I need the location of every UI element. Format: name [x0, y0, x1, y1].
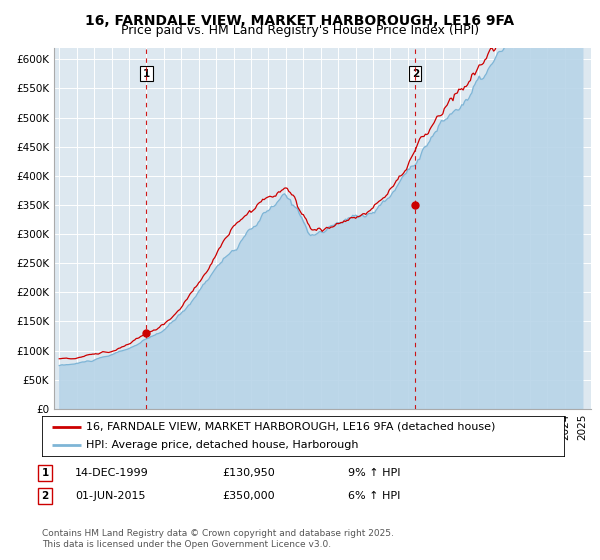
Text: £350,000: £350,000 — [222, 491, 275, 501]
Text: 01-JUN-2015: 01-JUN-2015 — [75, 491, 146, 501]
Text: 16, FARNDALE VIEW, MARKET HARBOROUGH, LE16 9FA: 16, FARNDALE VIEW, MARKET HARBOROUGH, LE… — [85, 14, 515, 28]
Text: HPI: Average price, detached house, Harborough: HPI: Average price, detached house, Harb… — [86, 440, 359, 450]
Text: 1: 1 — [41, 468, 49, 478]
Text: 2: 2 — [412, 69, 419, 79]
Text: 9% ↑ HPI: 9% ↑ HPI — [348, 468, 401, 478]
Text: 14-DEC-1999: 14-DEC-1999 — [75, 468, 149, 478]
Text: 1: 1 — [143, 69, 150, 79]
Text: Contains HM Land Registry data © Crown copyright and database right 2025.
This d: Contains HM Land Registry data © Crown c… — [42, 529, 394, 549]
Text: 6% ↑ HPI: 6% ↑ HPI — [348, 491, 400, 501]
Text: Price paid vs. HM Land Registry's House Price Index (HPI): Price paid vs. HM Land Registry's House … — [121, 24, 479, 37]
Text: 2: 2 — [41, 491, 49, 501]
Text: £130,950: £130,950 — [222, 468, 275, 478]
Text: 16, FARNDALE VIEW, MARKET HARBOROUGH, LE16 9FA (detached house): 16, FARNDALE VIEW, MARKET HARBOROUGH, LE… — [86, 422, 496, 432]
